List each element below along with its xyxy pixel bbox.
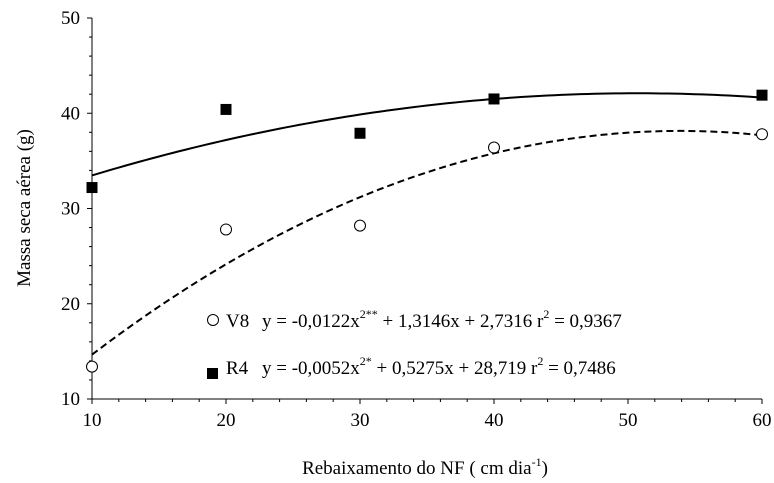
legend-v8: V8 y = -0,0122x2** + 1,3146x + 2,7316 r2… [207,307,622,332]
legend-v8-label: V8 [226,311,249,332]
x-axis-title: Rebaixamento do NF ( cm dia-1) [302,455,548,479]
y-tick-label: 10 [61,389,80,410]
axes: 10 20 30 40 50 10 20 30 40 50 60 [61,8,772,431]
point-r4 [488,93,500,105]
fit-lines [91,92,763,356]
legend-r4-marker [207,368,218,379]
y-tick-label: 20 [61,294,80,315]
point-v8 [488,141,500,154]
equation-r4: y = -0,0052x2* + 0,5275x + 28,719 r2 = 0… [262,354,616,379]
legend-r4: R4 y = -0,0052x2* + 0,5275x + 28,719 r2 … [207,354,616,379]
fit-line-r4 [91,92,763,177]
x-tick-label: 30 [351,410,370,431]
point-r4 [354,127,366,139]
legend-v8-marker [207,314,219,326]
point-v8 [354,219,366,232]
data-points [86,89,768,373]
point-r4 [220,103,232,115]
x-tick-label: 60 [753,410,772,431]
point-v8 [756,128,768,141]
y-tick-label: 30 [61,199,80,220]
x-tick-label: 40 [485,410,504,431]
x-tick-label: 20 [217,410,236,431]
x-tick-label: 10 [83,410,102,431]
y-tick-label: 40 [61,103,80,124]
equation-v8: y = -0,0122x2** + 1,3146x + 2,7316 r2 = … [262,307,622,332]
point-r4 [86,182,98,194]
point-r4 [756,89,768,101]
point-v8 [86,360,98,373]
y-axis-title: Massa seca aérea (g) [14,129,35,287]
y-tick-label: 50 [61,8,80,29]
point-v8 [220,223,232,236]
legend-r4-label: R4 [226,358,249,379]
fit-line-v8 [91,129,763,356]
x-tick-label: 50 [619,410,638,431]
